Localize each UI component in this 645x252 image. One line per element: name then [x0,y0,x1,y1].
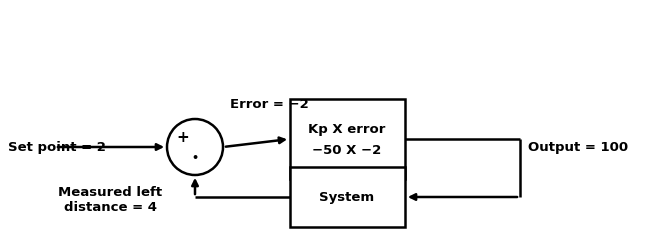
Text: System: System [319,191,375,204]
Bar [290,167,405,227]
Text: •: • [192,152,199,162]
Text: +: + [177,130,190,145]
Text: Measured left
distance = 4: Measured left distance = 4 [58,185,162,213]
Text: −50 X −2: −50 X −2 [312,143,382,156]
Bar [290,100,405,179]
Text: Output = 100: Output = 100 [528,141,628,154]
Text: Kp X error: Kp X error [308,123,386,136]
Text: Error = −2: Error = −2 [230,98,309,111]
Text: Set point = 2: Set point = 2 [8,141,106,154]
